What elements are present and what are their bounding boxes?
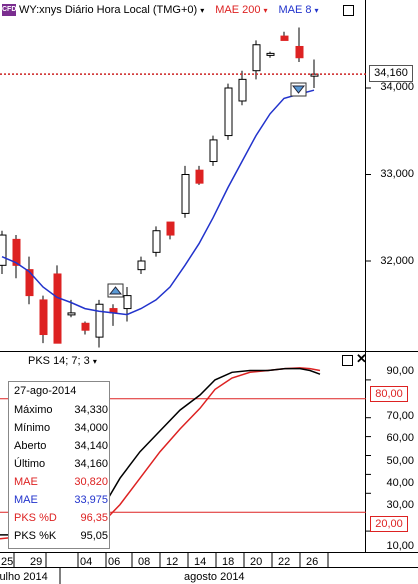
info-key: PKS %K [14,530,57,542]
candle-body [81,322,90,331]
cfd-badge-icon: CFD [2,4,16,16]
candle-body [123,295,132,310]
date-tick: 29 [30,556,43,568]
indicator-tick: 60,00 [386,432,414,444]
candle-body [39,299,48,336]
indicator-header: PKS 14; 7; 3 ▾ [28,355,97,367]
mae200-dropdown-icon[interactable]: ▾ [263,5,268,15]
signal-arrow-down-icon[interactable] [290,82,307,97]
last-price-tag: 34,160 [369,65,413,82]
indicator-tick: 50,00 [386,455,414,467]
window-restore-icon[interactable] [342,355,353,366]
date-tick: 06 [108,556,121,568]
date-tick: 08 [138,556,151,568]
date-tick: 18 [222,556,235,568]
candle-body [12,238,21,266]
candle-body [280,35,289,41]
date-tick: 25 [1,556,14,568]
candle-body [266,52,275,56]
date-tick: 04 [80,556,93,568]
candle-body [209,139,218,163]
info-value: 34,140 [74,440,108,452]
candle-body [67,312,76,316]
indicator-tick: 40,00 [386,477,414,489]
upper-level-tag: 80,00 [370,386,408,402]
info-key: Mínimo [14,422,51,434]
info-value: 34,160 [74,458,108,470]
candle-body [137,260,146,271]
date-tick: 14 [194,556,207,568]
instrument-dropdown-icon[interactable]: ▾ [200,5,205,15]
date-tick: 12 [166,556,179,568]
month-label: julho 2014 [0,571,48,583]
indicator-tick: 70,00 [386,410,414,422]
info-value: 96,35 [80,512,108,524]
indicator-tick: 30,00 [386,499,414,511]
info-date: 27-ago-2014 [14,385,77,397]
candle-body [238,78,247,102]
data-window: 27-ago-2014 Máximo 34,330 Mínimo 34,000 Ab… [8,381,110,549]
month-label: agosto 2014 [184,571,245,583]
candle-body [0,234,7,266]
instrument-title[interactable]: WY:xnys Diário Hora Local (TMG+0) [19,4,198,16]
candle-body [53,273,62,344]
date-tick: 20 [250,556,263,568]
info-value: 33,975 [74,494,108,506]
price-tick: 34,000 [380,81,414,93]
mae8-dropdown-icon[interactable]: ▾ [314,5,319,15]
candle-body [195,169,204,184]
candle-body [25,269,34,297]
mae200-label[interactable]: MAE 200 [215,4,261,16]
candle-body [166,221,175,236]
info-key: MAE [14,494,38,506]
info-key: Aberto [14,440,47,452]
indicator-tick: 10,00 [386,540,414,552]
info-key: Máximo [14,404,53,416]
close-icon[interactable]: ✕ [356,351,367,366]
candle-body [295,45,304,59]
info-value: 30,820 [74,476,108,488]
mae8-label[interactable]: MAE 8 [278,4,312,16]
indicator-label[interactable]: PKS 14; 7; 3 [28,355,90,367]
info-key: MAE [14,476,38,488]
mae8-series-line [1,89,315,316]
candle-body [95,303,104,338]
price-tick: 32,000 [380,255,414,267]
price-tick: 33,000 [380,168,414,180]
indicator-dropdown-icon[interactable]: ▾ [92,357,97,366]
indicator-tick: 90,00 [386,365,414,377]
info-value: 34,000 [74,422,108,434]
candle-body [152,230,161,253]
date-tick: 26 [306,556,319,568]
chart-header: CFD WY:xnys Diário Hora Local (TMG+0) ▾ … [2,3,319,17]
candle-body [181,174,190,214]
signal-arrow-up-icon[interactable] [107,283,124,298]
lower-level-tag: 20,00 [370,516,408,532]
candle-body [224,87,233,137]
date-tick: 22 [278,556,291,568]
info-value: 34,330 [74,404,108,416]
candle-body [252,44,261,72]
info-key: PKS %D [14,512,57,524]
info-value: 95,05 [80,530,108,542]
info-key: Último [14,458,46,470]
candle-body [310,73,319,77]
window-restore-icon[interactable] [343,5,354,16]
